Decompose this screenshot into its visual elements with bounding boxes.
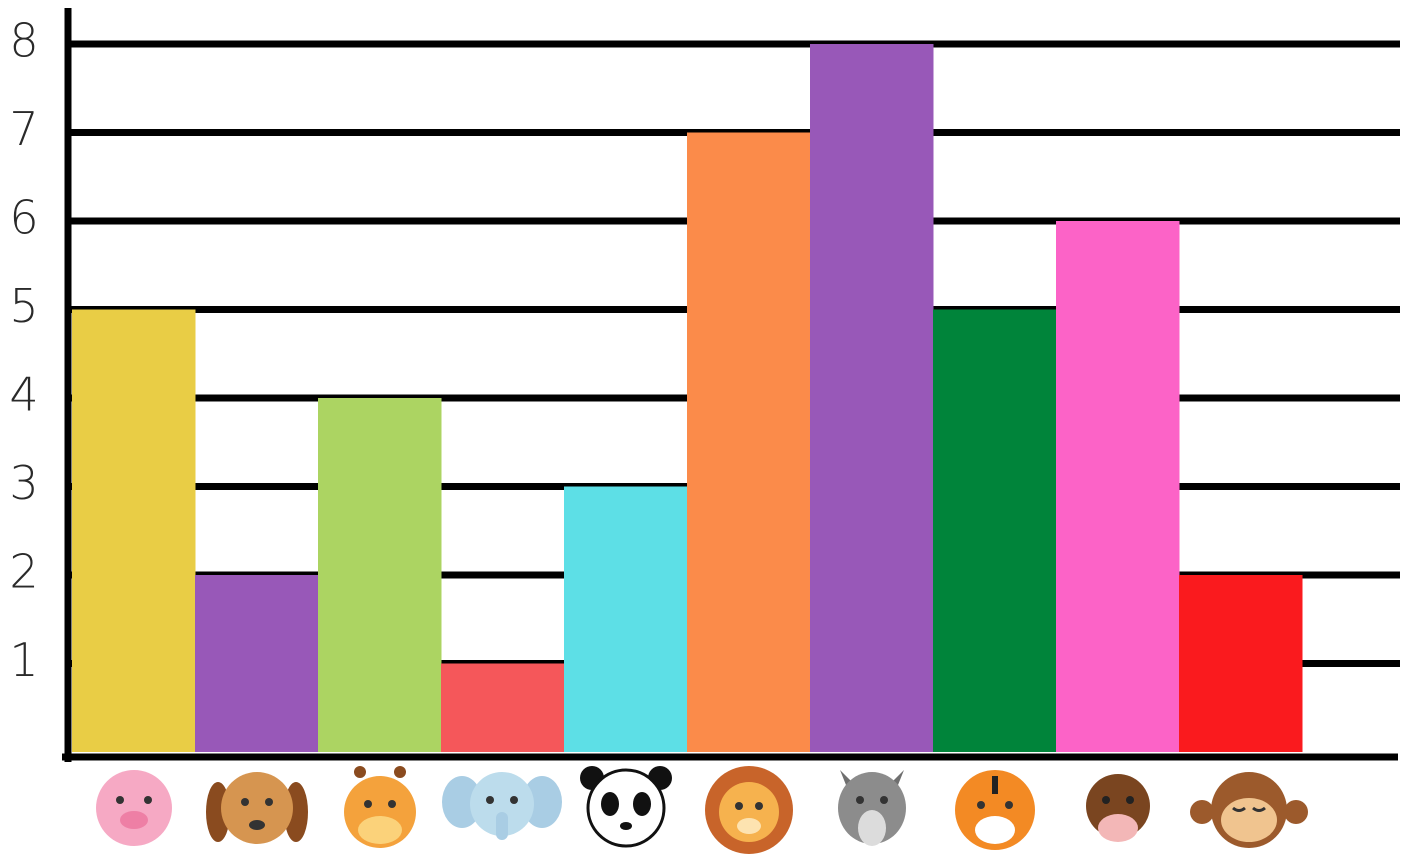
y-tick-label: 4 bbox=[9, 368, 38, 422]
bar bbox=[810, 44, 934, 752]
y-tick-label: 6 bbox=[9, 191, 38, 245]
giraffe-icon bbox=[344, 766, 416, 848]
y-tick-label: 7 bbox=[9, 102, 38, 156]
tiger-icon bbox=[955, 770, 1035, 850]
bar bbox=[195, 575, 319, 752]
y-tick-label: 1 bbox=[9, 633, 38, 687]
bar bbox=[687, 132, 811, 752]
bar bbox=[441, 663, 565, 752]
y-tick-label: 3 bbox=[9, 456, 38, 510]
pig-icon bbox=[96, 770, 172, 846]
y-tick-label: 2 bbox=[9, 545, 38, 599]
monkey-icon bbox=[1190, 772, 1308, 848]
bar bbox=[564, 486, 688, 752]
bars bbox=[72, 44, 1303, 752]
animal-icons bbox=[96, 766, 1308, 854]
dog-icon bbox=[206, 772, 308, 844]
cow-icon bbox=[1086, 774, 1150, 842]
bar bbox=[72, 309, 196, 752]
bar bbox=[1056, 221, 1180, 752]
wolf-icon bbox=[838, 770, 906, 846]
lion-icon bbox=[705, 766, 793, 854]
panda-icon bbox=[580, 766, 672, 848]
y-tick-label: 5 bbox=[9, 279, 38, 333]
bar bbox=[933, 309, 1057, 752]
bar bbox=[318, 398, 442, 752]
bar bbox=[1179, 575, 1303, 752]
y-tick-label: 8 bbox=[9, 14, 38, 68]
elephant-icon bbox=[442, 772, 562, 840]
